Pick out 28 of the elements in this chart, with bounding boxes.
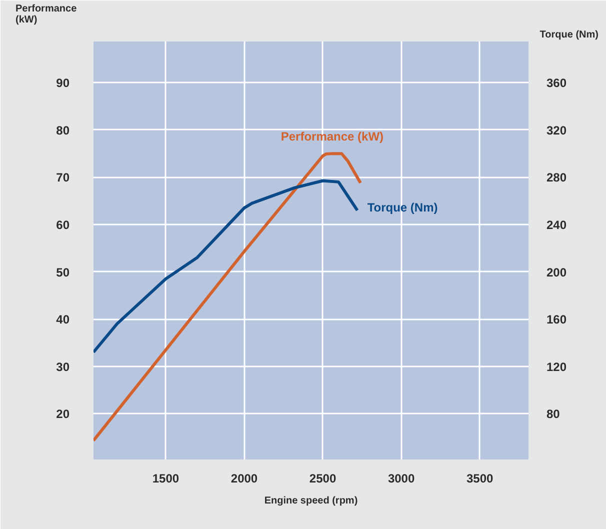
y-tick-label: 40: [56, 312, 70, 327]
y-tick-label: 80: [56, 123, 70, 138]
y2-tick-label: 280: [546, 170, 567, 185]
y-axis-title: Performance (kW): [16, 4, 78, 26]
y-tick-label: 20: [56, 407, 70, 422]
y-tick-label: 90: [56, 76, 70, 90]
y2-tick-label: 240: [546, 218, 567, 232]
series-label: Torque (Nm): [367, 200, 438, 214]
y2-tick-label: 160: [546, 312, 567, 327]
x-axis-title: Engine speed (rpm): [264, 496, 358, 506]
x-tick-label: 1500: [152, 472, 180, 486]
y-tick-label: 60: [56, 218, 70, 232]
x-tick-label: 2000: [230, 472, 258, 486]
x-tick-label: 3000: [388, 472, 415, 486]
y-tick-label: 30: [56, 360, 70, 374]
line-series: [94, 179, 359, 354]
y2-axis-title: Torque (Nm): [540, 30, 599, 40]
y2-tick-label: 360: [546, 76, 567, 90]
series-label: Performance (kW): [280, 130, 384, 144]
y2-tick-label: 200: [546, 265, 567, 280]
line-series: [94, 152, 362, 442]
x-tick-label: 3500: [466, 472, 494, 486]
y2-tick-label: 320: [546, 123, 567, 138]
x-tick-label: 2500: [309, 472, 336, 486]
y-tick-label: 50: [56, 265, 70, 280]
y2-tick-label: 120: [546, 360, 567, 374]
y2-tick-label: 80: [546, 407, 560, 422]
y-tick-label: 70: [56, 170, 70, 185]
